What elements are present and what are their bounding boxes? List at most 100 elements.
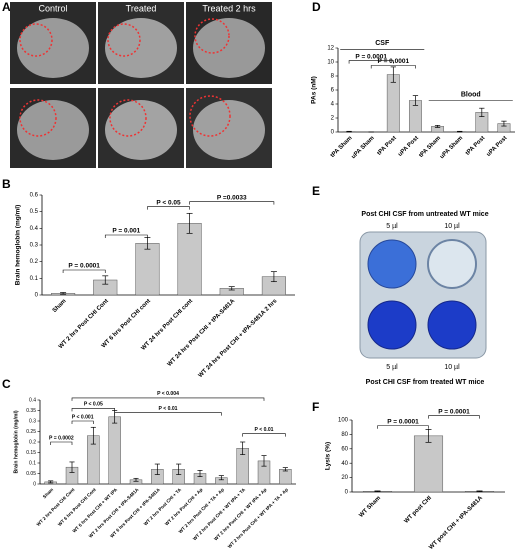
comparison-bracket: [71, 397, 265, 401]
lesion-circle: [194, 18, 230, 54]
error-bar: [102, 275, 109, 285]
x-tick-label: uPA Post: [486, 135, 509, 158]
x-tick-label: WT 2 hrs Post CHI Cont: [36, 487, 76, 527]
well-title: Post CHI CSF from treated WT mice: [366, 379, 485, 386]
error-bar: [501, 120, 507, 127]
comparison-label: P = 0.0002: [49, 435, 74, 441]
error-bar: [374, 490, 381, 492]
error-bar: [346, 130, 352, 133]
lesion-circle: [19, 99, 57, 137]
x-tick-label: WT post CHI: [404, 495, 434, 525]
well-label: 10 µl: [444, 364, 460, 371]
brain: [17, 100, 89, 160]
x-tick-label: Sham: [42, 487, 54, 499]
y-tick-label: 0.6: [30, 193, 39, 199]
y-tick-label: 0.2: [30, 259, 39, 265]
y-tick-label: 0: [35, 293, 39, 299]
x-tick-label: uPA Sham: [351, 135, 376, 160]
x-tick-label: uPA Post: [397, 135, 420, 158]
x-tick-label: WT 24 hrs Post CHI + tPA-S481A 2 hrs: [198, 298, 279, 379]
brain: [17, 18, 89, 78]
y-tick-label: 0: [331, 130, 335, 136]
x-tick-label: tPA Post: [465, 135, 486, 156]
comparison-label: P = 0.0001: [438, 408, 470, 415]
well-label: 5 µl: [386, 364, 398, 371]
comparison-label: P < 0.01: [254, 427, 273, 433]
comparison-bracket: [189, 201, 275, 205]
comparison-bracket: [62, 269, 106, 273]
bar: [413, 435, 444, 493]
y-tick-label: 0.1: [30, 276, 39, 282]
x-tick-label: Sham: [52, 298, 68, 314]
comparison-bracket: [147, 206, 190, 210]
error-bar: [479, 107, 485, 117]
well-label: 5 µl: [386, 223, 398, 230]
lesion-circle: [109, 99, 147, 137]
image-caption: Treated 2 hrs: [202, 3, 256, 13]
comparison-label: P = 0.0001: [68, 263, 100, 270]
x-tick-label: WT 2 hrs Post CHI + TA: [143, 487, 183, 527]
error-bar: [270, 271, 277, 283]
comparison-bracket: [104, 234, 148, 238]
panel-label: D: [312, 0, 321, 14]
error-bar: [48, 480, 54, 484]
well-title: Post CHI CSF from untreated WT mice: [361, 211, 488, 218]
panel-label: B: [2, 177, 11, 191]
bar: [108, 416, 121, 485]
comparison-bracket: [114, 412, 222, 416]
error-bar: [133, 477, 139, 482]
error-bar: [90, 426, 96, 445]
y-tick-label: 60: [341, 446, 348, 452]
y-tick-label: 0.5: [30, 209, 39, 215]
lesion-circle: [19, 23, 53, 57]
bar: [135, 243, 160, 296]
y-tick-label: 4: [331, 102, 335, 108]
y-tick-label: 0.4: [29, 397, 36, 403]
comparison-label: P =0.0033: [217, 194, 247, 201]
well: [427, 300, 477, 350]
y-tick-label: 8: [331, 74, 335, 80]
y-tick-label: 0.1: [29, 460, 36, 466]
comparison-label: P < 0.05: [84, 402, 103, 408]
error-bar: [434, 124, 441, 128]
comparison-label: P < 0.004: [157, 391, 179, 397]
y-tick-label: 40: [341, 461, 348, 467]
comparison-bracket: [71, 408, 115, 412]
comparison-label: P = 0.0001: [387, 418, 419, 425]
brain: [193, 18, 265, 78]
comparison-bracket: [370, 65, 416, 69]
y-tick-label: 80: [341, 432, 348, 438]
brain: [193, 100, 265, 160]
y-tick-label: 0.15: [26, 450, 36, 456]
panel-label: F: [312, 400, 319, 414]
x-tick-label: WT Sham: [358, 495, 382, 519]
mri-grid: [10, 2, 272, 168]
comparison-label: P = 0.0001: [355, 53, 387, 60]
error-bar: [240, 441, 246, 455]
panel-label: A: [2, 0, 11, 14]
group-label: Blood: [461, 91, 481, 98]
x-tick-label: WT 24 hrs Post CHI + tPA-S481A: [167, 298, 237, 368]
well: [367, 239, 417, 289]
x-tick-label: WT 2 hrs Post CHI + Ap: [164, 487, 204, 527]
error-bar: [412, 95, 419, 106]
bar: [177, 223, 202, 296]
y-tick-label: 0: [345, 490, 349, 496]
y-tick-label: 0.2: [29, 439, 36, 445]
error-bar: [425, 429, 432, 443]
comparison-label: P < 0.001: [72, 414, 94, 420]
well: [367, 300, 417, 350]
y-tick-label: 6: [331, 88, 335, 94]
comparison-label: P = 0.0001: [378, 58, 410, 65]
error-bar: [228, 286, 235, 291]
y-axis-label: Brain hemoglobin (mg/ml): [15, 205, 22, 286]
error-bar: [197, 470, 203, 477]
x-tick-label: uPA Sham: [439, 135, 464, 160]
error-bar: [60, 292, 67, 295]
comparison-bracket: [71, 420, 94, 424]
error-bar: [390, 66, 396, 83]
x-tick-label: tPA Post: [376, 135, 397, 156]
x-tick-label: WT 6 hrs Post CHI Cont: [57, 487, 97, 527]
y-tick-label: 20: [341, 475, 348, 481]
